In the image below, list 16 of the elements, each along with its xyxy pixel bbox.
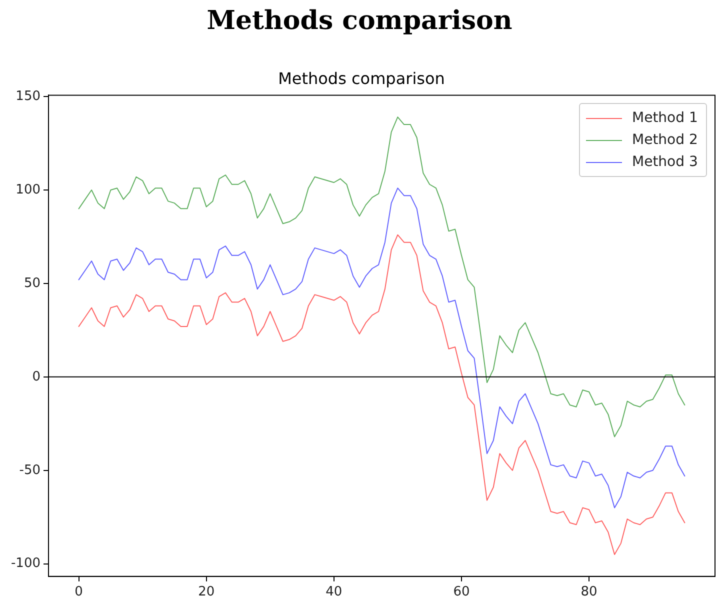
y-tick-label: 150: [16, 88, 41, 104]
x-tick-label: 40: [326, 584, 342, 600]
x-tick-label: 80: [580, 584, 598, 600]
chart-title: Methods comparison: [206, 6, 514, 36]
x-tick-label: 20: [198, 584, 215, 600]
x-tick-label: 60: [453, 584, 470, 600]
x-tick-label: 0: [74, 584, 83, 600]
y-tick-label: -100: [10, 556, 41, 572]
legend-label: Method 3: [632, 154, 698, 170]
y-tick-label: 100: [16, 182, 41, 198]
chart-subtitle: Methods comparison: [278, 68, 445, 88]
y-tick-label: -50: [19, 462, 41, 478]
y-tick-label: 50: [24, 276, 41, 291]
legend-label: Method 1: [632, 110, 698, 126]
legend-label: Method 2: [632, 132, 698, 148]
y-tick-label: 0: [32, 369, 41, 384]
